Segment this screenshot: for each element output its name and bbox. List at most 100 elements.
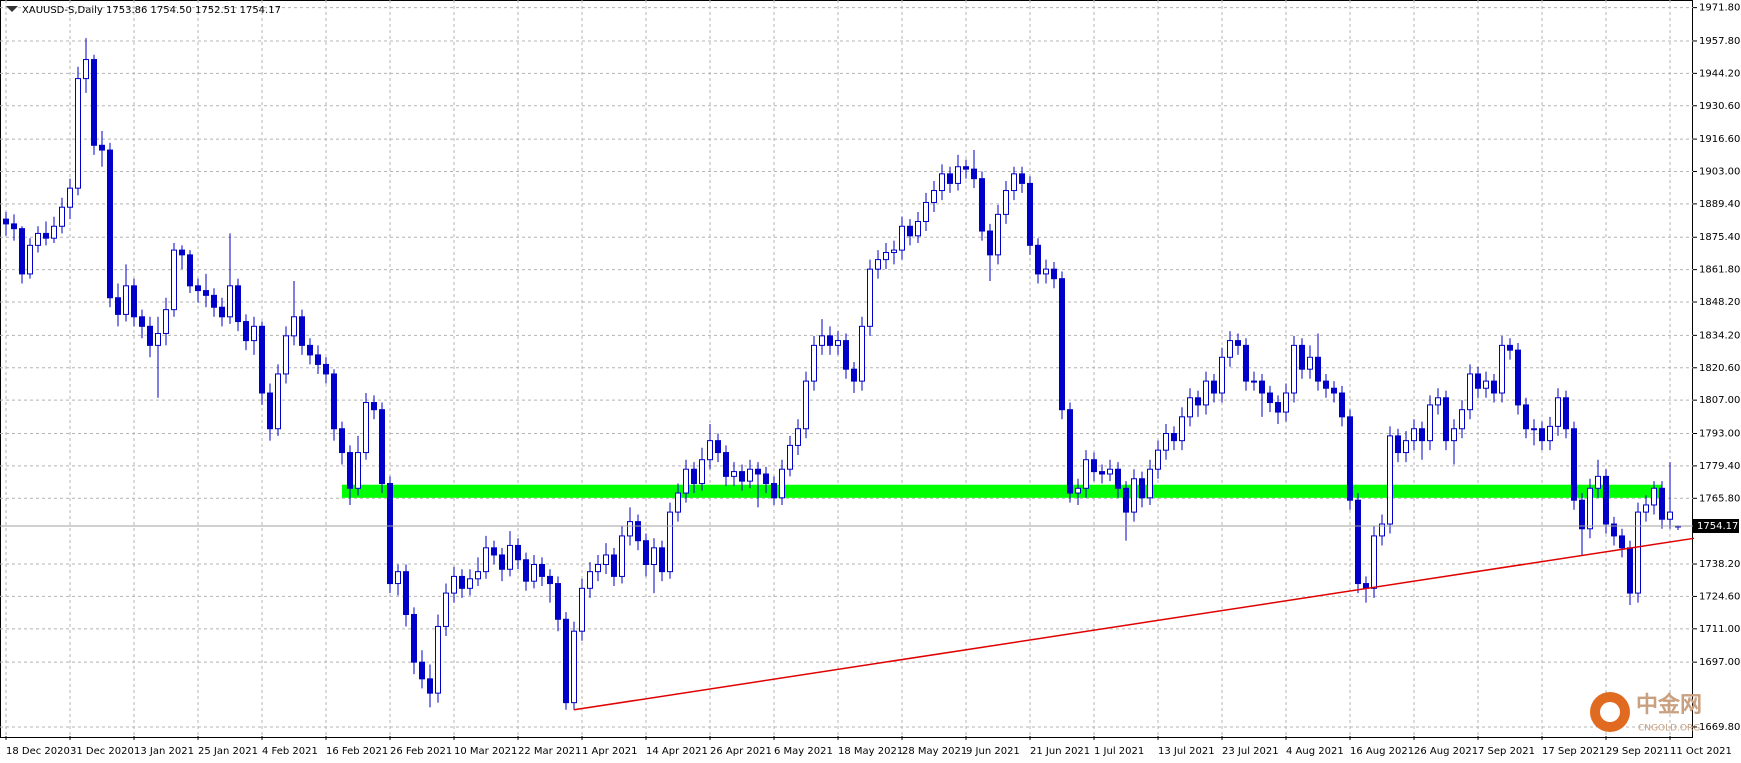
candle-body bbox=[1299, 344, 1305, 370]
candle-body bbox=[1595, 475, 1601, 489]
candle-body bbox=[691, 468, 697, 485]
candle-body bbox=[779, 468, 785, 499]
x-tick-label: 4 Feb 2021 bbox=[262, 746, 318, 757]
candle-body bbox=[507, 544, 513, 570]
candle-body bbox=[299, 316, 305, 346]
candle-body bbox=[1043, 268, 1049, 275]
candle-body bbox=[787, 444, 793, 470]
candle-body bbox=[987, 230, 993, 256]
candle-body bbox=[955, 166, 961, 184]
candle-body bbox=[1555, 397, 1561, 427]
candle-body bbox=[1155, 449, 1161, 470]
candle-body bbox=[1219, 356, 1225, 394]
y-tick-label: 1711.00 bbox=[1699, 624, 1740, 635]
candle-body bbox=[1019, 173, 1025, 184]
candle-body bbox=[35, 232, 41, 246]
x-tick-label: 13 Jan 2021 bbox=[134, 746, 194, 757]
candle-body bbox=[1179, 416, 1185, 442]
candle-body bbox=[995, 213, 1001, 256]
candle-body bbox=[971, 168, 977, 180]
candle-body bbox=[435, 625, 441, 694]
x-tick-label: 1 Apr 2021 bbox=[582, 746, 637, 757]
candle-body bbox=[611, 554, 617, 577]
candle-body bbox=[11, 223, 17, 230]
candle-body bbox=[979, 178, 985, 232]
candle-body bbox=[323, 363, 329, 375]
candle-body bbox=[75, 78, 81, 189]
candle-body bbox=[179, 249, 185, 256]
candle-body bbox=[267, 392, 273, 430]
y-tick-label: 1971.80 bbox=[1699, 3, 1740, 14]
y-tick-label: 1738.20 bbox=[1699, 559, 1740, 570]
candle-body bbox=[795, 428, 801, 446]
candle-body bbox=[443, 592, 449, 627]
candle-body bbox=[891, 249, 897, 253]
candle-body bbox=[315, 354, 321, 365]
candle-body bbox=[1643, 504, 1649, 513]
candle-body bbox=[675, 492, 681, 513]
candle-body bbox=[939, 173, 945, 192]
candle-body bbox=[243, 321, 249, 342]
x-tick-label: 28 May 2021 bbox=[902, 746, 967, 757]
candle-body bbox=[387, 483, 393, 585]
candle-body bbox=[1091, 459, 1097, 473]
candle-body bbox=[27, 244, 33, 275]
candle-body bbox=[571, 630, 577, 704]
candle-body bbox=[1251, 380, 1257, 383]
y-tick-label: 1669.80 bbox=[1699, 722, 1740, 733]
candle-body bbox=[555, 583, 561, 620]
x-tick-label: 16 Aug 2021 bbox=[1350, 746, 1414, 757]
candle-body bbox=[1227, 340, 1233, 358]
candle-body bbox=[1459, 409, 1465, 430]
chart-icon bbox=[6, 6, 18, 12]
x-tick-label: 26 Apr 2021 bbox=[710, 746, 772, 757]
candle-body bbox=[715, 440, 721, 454]
candle-body bbox=[1467, 373, 1473, 411]
x-tick-label: 14 Apr 2021 bbox=[646, 746, 708, 757]
candle-body bbox=[1443, 397, 1449, 442]
candle-body bbox=[1243, 344, 1249, 382]
candle-body bbox=[467, 578, 473, 589]
candle-body bbox=[1323, 380, 1329, 389]
x-tick-label: 16 Feb 2021 bbox=[326, 746, 388, 757]
watermark: 中金网 CNGOLD.ORG bbox=[1590, 692, 1702, 734]
candle-body bbox=[1339, 392, 1345, 418]
candle-body bbox=[1371, 535, 1377, 589]
candle-body bbox=[1283, 392, 1289, 413]
candle-body bbox=[819, 335, 825, 346]
candle-body bbox=[1659, 487, 1665, 520]
candle-body bbox=[355, 452, 361, 489]
candle-body bbox=[1083, 459, 1089, 489]
candle-body bbox=[1579, 499, 1585, 530]
candle-body bbox=[427, 678, 433, 694]
y-tick-label: 1807.00 bbox=[1699, 395, 1740, 406]
candle-body bbox=[1475, 373, 1481, 389]
x-tick-label: 18 Dec 2020 bbox=[6, 746, 70, 757]
y-tick-label: 1848.20 bbox=[1699, 297, 1740, 308]
candle-body bbox=[515, 544, 521, 561]
candle-body bbox=[1491, 380, 1497, 394]
candle-body bbox=[907, 225, 913, 237]
candle-body bbox=[1507, 344, 1513, 351]
candle-body bbox=[1147, 468, 1153, 499]
candle-body bbox=[83, 59, 89, 80]
candle-body bbox=[1627, 547, 1633, 594]
candle-body bbox=[411, 614, 417, 663]
candle-body bbox=[59, 206, 65, 227]
candle-body bbox=[659, 547, 665, 573]
candle-body bbox=[331, 373, 337, 430]
y-tick-label: 1930.60 bbox=[1699, 101, 1740, 112]
candle-body bbox=[851, 368, 857, 382]
candle-body bbox=[307, 344, 313, 356]
x-tick-label: 21 Jun 2021 bbox=[1030, 746, 1090, 757]
candle-body bbox=[1483, 380, 1489, 389]
candle-body bbox=[339, 428, 345, 454]
candle-body bbox=[667, 511, 673, 573]
candle-body bbox=[731, 471, 737, 477]
candle-body bbox=[883, 251, 889, 261]
x-tick-label: 7 Sep 2021 bbox=[1478, 746, 1535, 757]
candle-body bbox=[1163, 433, 1169, 451]
candle-body bbox=[827, 335, 833, 346]
candle-body bbox=[923, 201, 929, 223]
candle-body bbox=[699, 459, 705, 485]
